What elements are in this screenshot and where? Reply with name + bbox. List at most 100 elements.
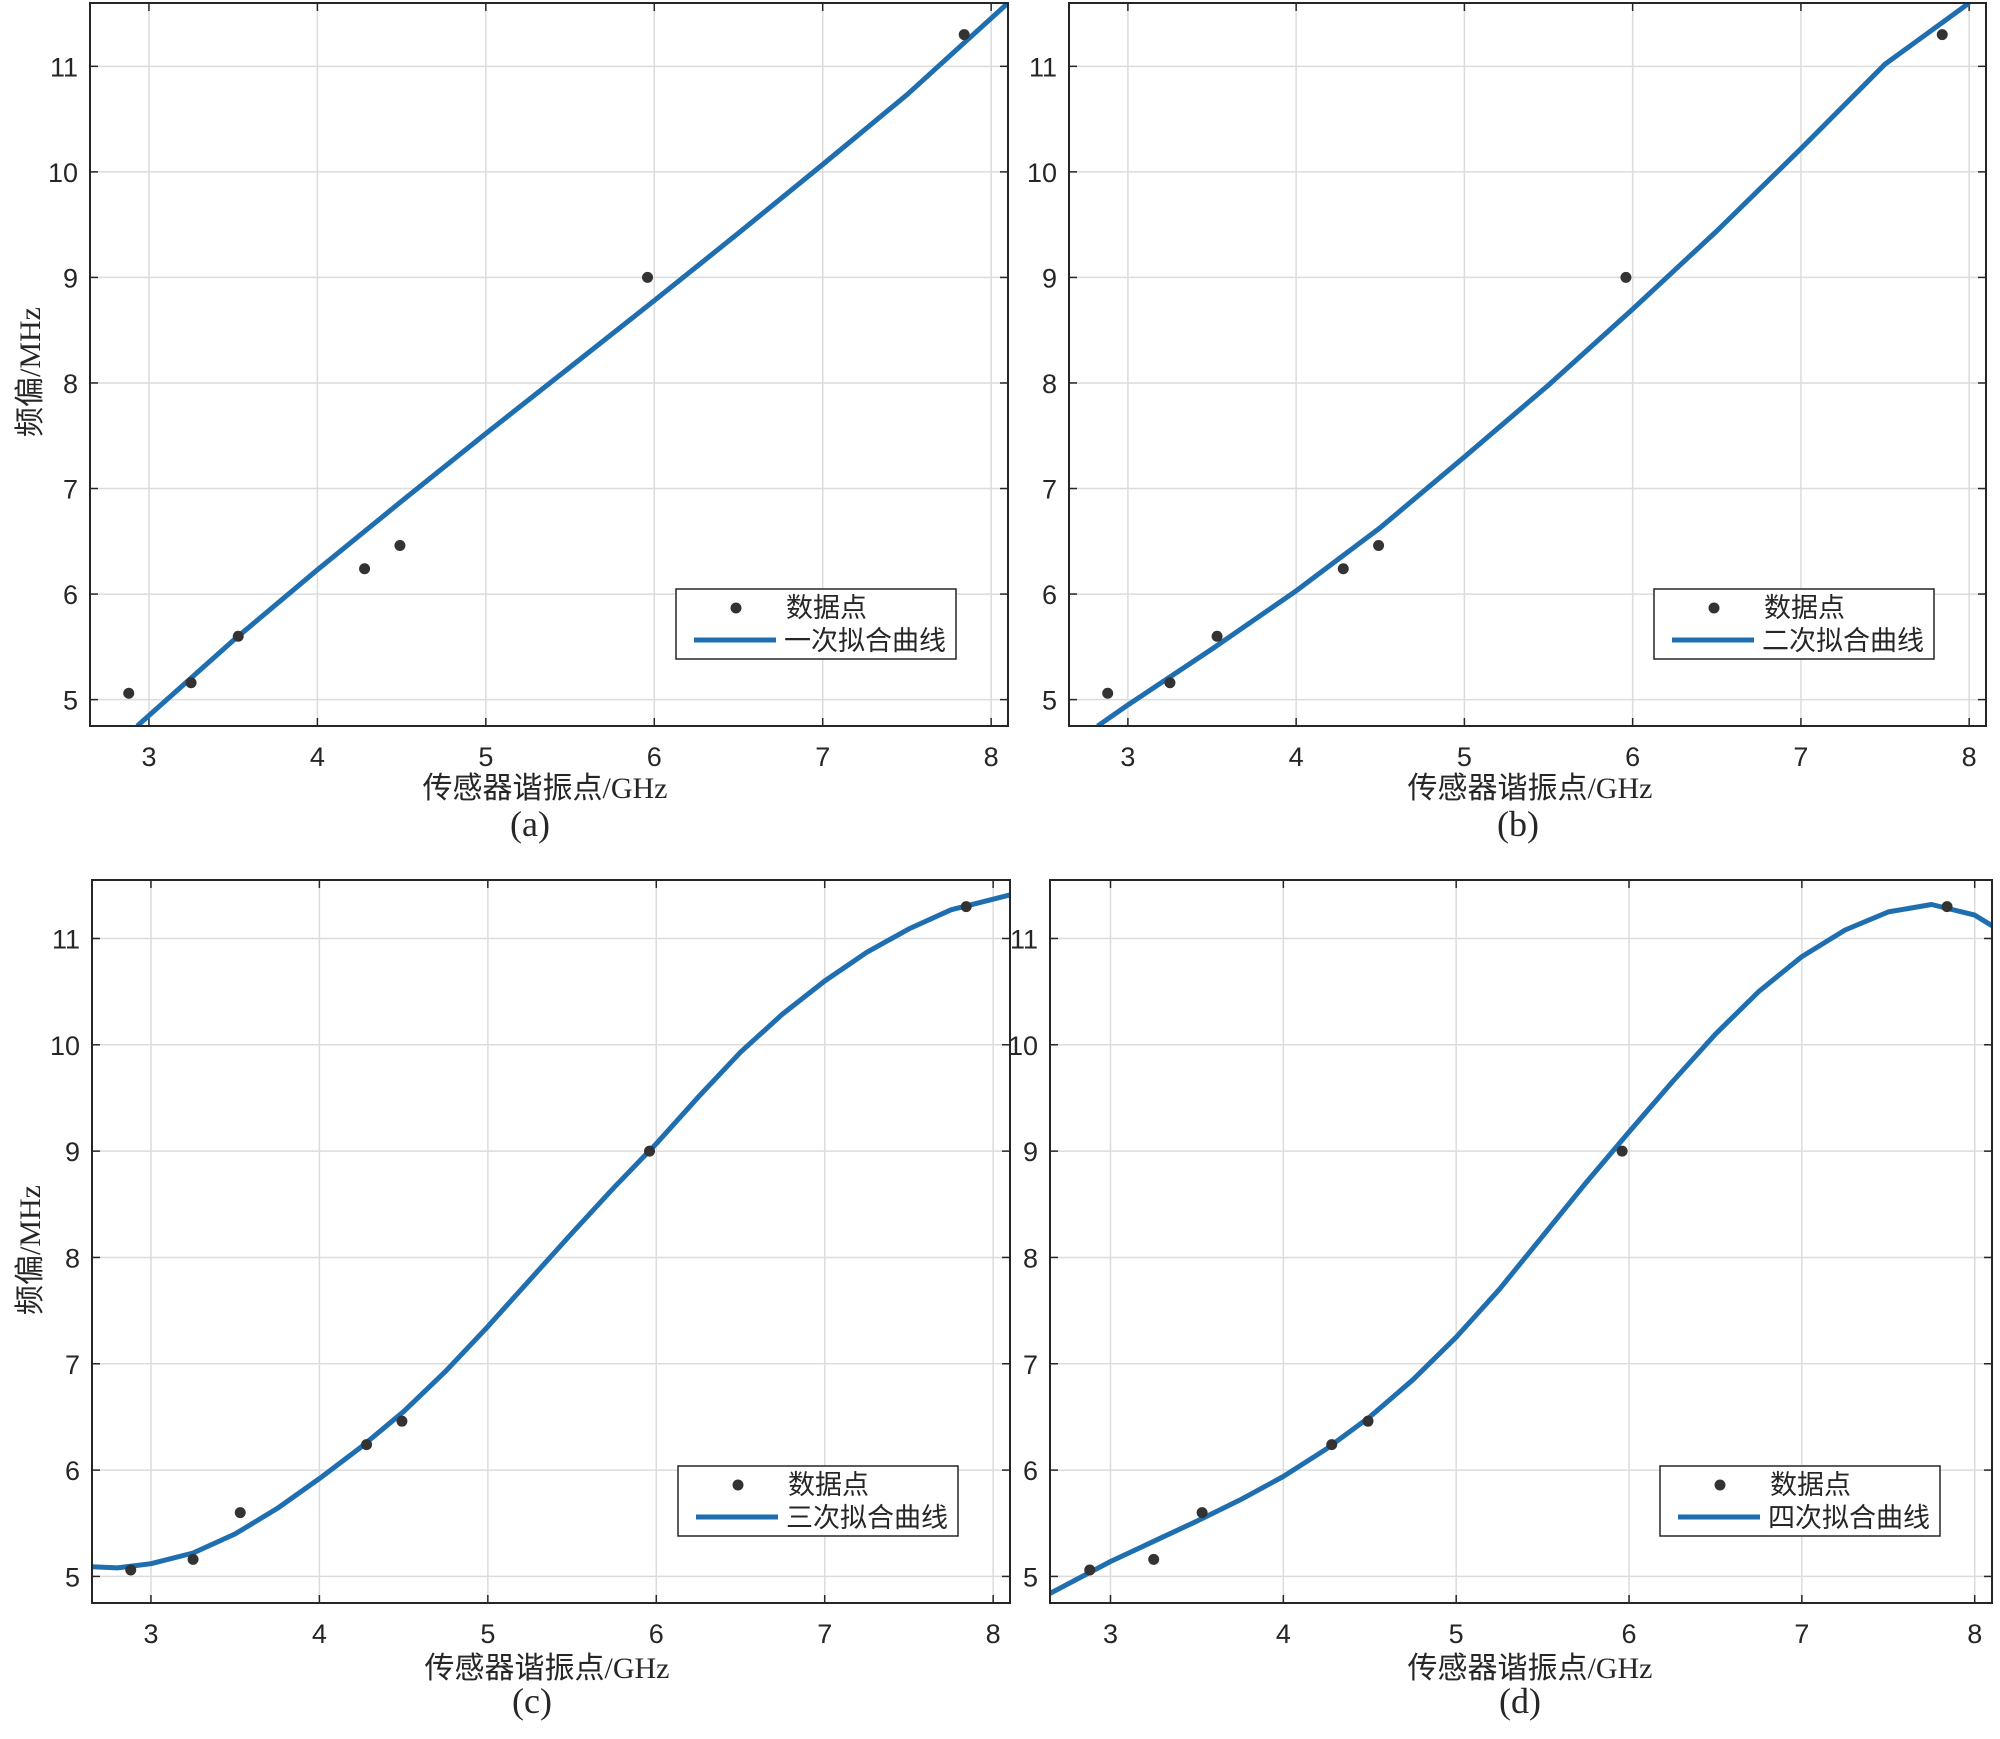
x-tick-label: 6 bbox=[649, 1619, 664, 1649]
x-tick-label: 4 bbox=[310, 742, 325, 772]
data-point bbox=[642, 271, 654, 283]
legend-label-fit: 二次拟合曲线 bbox=[1762, 626, 1924, 656]
y-tick-label: 8 bbox=[1042, 369, 1057, 399]
panel-caption: (a) bbox=[510, 804, 550, 844]
data-point bbox=[234, 1507, 246, 1519]
y-tick-label: 5 bbox=[63, 686, 78, 716]
fit-curve-line bbox=[135, 3, 1008, 726]
y-tick-label: 10 bbox=[50, 1031, 80, 1061]
data-point bbox=[1084, 1564, 1096, 1576]
x-tick-label: 6 bbox=[1622, 1619, 1637, 1649]
data-point bbox=[185, 677, 197, 689]
x-tick-label: 5 bbox=[1457, 742, 1472, 772]
y-tick-label: 11 bbox=[1010, 924, 1038, 954]
legend-box bbox=[675, 588, 957, 660]
legend-box bbox=[1653, 588, 1935, 660]
y-tick-label: 8 bbox=[1023, 1243, 1038, 1273]
x-tick-label: 8 bbox=[986, 1619, 1001, 1649]
axes-frame bbox=[1068, 2, 1987, 727]
y-axis-label: 频偏/MHz bbox=[14, 307, 47, 437]
y-tick-label: 5 bbox=[1023, 1562, 1038, 1592]
y-tick-label: 11 bbox=[52, 924, 80, 954]
data-point bbox=[1326, 1439, 1338, 1451]
x-tick-label: 8 bbox=[984, 742, 999, 772]
y-tick-label: 6 bbox=[65, 1456, 80, 1486]
data-point bbox=[1164, 677, 1176, 689]
data-point bbox=[123, 687, 135, 699]
y-tick-label: 11 bbox=[1029, 52, 1057, 82]
legend-label-fit: 三次拟合曲线 bbox=[786, 1503, 948, 1533]
x-axis-label: 传感器谐振点/GHz bbox=[1408, 1652, 1653, 1685]
data-point bbox=[232, 630, 244, 642]
legend-label-points: 数据点 bbox=[1770, 1470, 1851, 1500]
panel-caption: (c) bbox=[512, 1681, 552, 1721]
data-point bbox=[960, 901, 972, 913]
y-tick-label: 6 bbox=[1042, 580, 1057, 610]
data-point bbox=[958, 29, 970, 41]
x-tick-label: 7 bbox=[1794, 1619, 1809, 1649]
y-tick-label: 10 bbox=[1008, 1031, 1038, 1061]
x-tick-label: 3 bbox=[141, 742, 156, 772]
y-tick-label: 11 bbox=[50, 52, 78, 82]
data-point bbox=[125, 1564, 137, 1576]
x-tick-label: 8 bbox=[1962, 742, 1977, 772]
y-tick-label: 8 bbox=[65, 1243, 80, 1273]
x-tick-label: 7 bbox=[1793, 742, 1808, 772]
y-tick-label: 10 bbox=[1027, 158, 1057, 188]
data-point bbox=[1362, 1415, 1374, 1427]
x-tick-label: 4 bbox=[1276, 1619, 1291, 1649]
data-point bbox=[1148, 1553, 1160, 1565]
legend-label-fit: 一次拟合曲线 bbox=[784, 626, 946, 656]
x-tick-label: 3 bbox=[1120, 742, 1135, 772]
y-tick-label: 6 bbox=[63, 580, 78, 610]
y-tick-label: 7 bbox=[65, 1350, 80, 1380]
axes-frame bbox=[1049, 879, 1993, 1604]
data-point bbox=[1337, 563, 1349, 575]
data-point bbox=[359, 563, 371, 575]
data-point bbox=[1196, 1507, 1208, 1519]
data-point bbox=[361, 1439, 373, 1451]
x-tick-label: 3 bbox=[1103, 1619, 1118, 1649]
x-tick-label: 8 bbox=[1967, 1619, 1982, 1649]
x-axis-label: 传感器谐振点/GHz bbox=[1408, 772, 1653, 805]
legend-marker bbox=[732, 1479, 744, 1491]
y-tick-label: 7 bbox=[1042, 475, 1057, 505]
data-point bbox=[394, 540, 406, 552]
data-point bbox=[1102, 687, 1114, 699]
panel-caption: (b) bbox=[1497, 804, 1539, 844]
data-point bbox=[1941, 901, 1953, 913]
data-point bbox=[1211, 630, 1223, 642]
legend-marker bbox=[1708, 602, 1720, 614]
legend-label-points: 数据点 bbox=[786, 593, 867, 623]
x-tick-label: 7 bbox=[817, 1619, 832, 1649]
fit-curve-line bbox=[1096, 3, 1971, 726]
x-tick-label: 4 bbox=[312, 1619, 327, 1649]
x-tick-label: 6 bbox=[1625, 742, 1640, 772]
fit-curve-line bbox=[92, 892, 1010, 1571]
x-tick-label: 6 bbox=[647, 742, 662, 772]
data-point bbox=[187, 1553, 199, 1565]
x-tick-label: 4 bbox=[1289, 742, 1304, 772]
fit-curve-line bbox=[1050, 902, 1992, 1596]
legend-label-fit: 四次拟合曲线 bbox=[1768, 1503, 1930, 1533]
axes-frame bbox=[91, 879, 1011, 1604]
legend-marker bbox=[1714, 1479, 1726, 1491]
data-point bbox=[1616, 1145, 1628, 1157]
y-tick-label: 5 bbox=[65, 1562, 80, 1592]
data-point bbox=[396, 1415, 408, 1427]
legend-label-points: 数据点 bbox=[788, 1470, 869, 1500]
legend-box bbox=[677, 1465, 959, 1537]
data-point bbox=[1620, 271, 1632, 283]
panel-caption: (d) bbox=[1499, 1681, 1541, 1721]
y-tick-label: 9 bbox=[65, 1137, 80, 1167]
y-tick-label: 10 bbox=[48, 158, 78, 188]
y-tick-label: 9 bbox=[63, 263, 78, 293]
